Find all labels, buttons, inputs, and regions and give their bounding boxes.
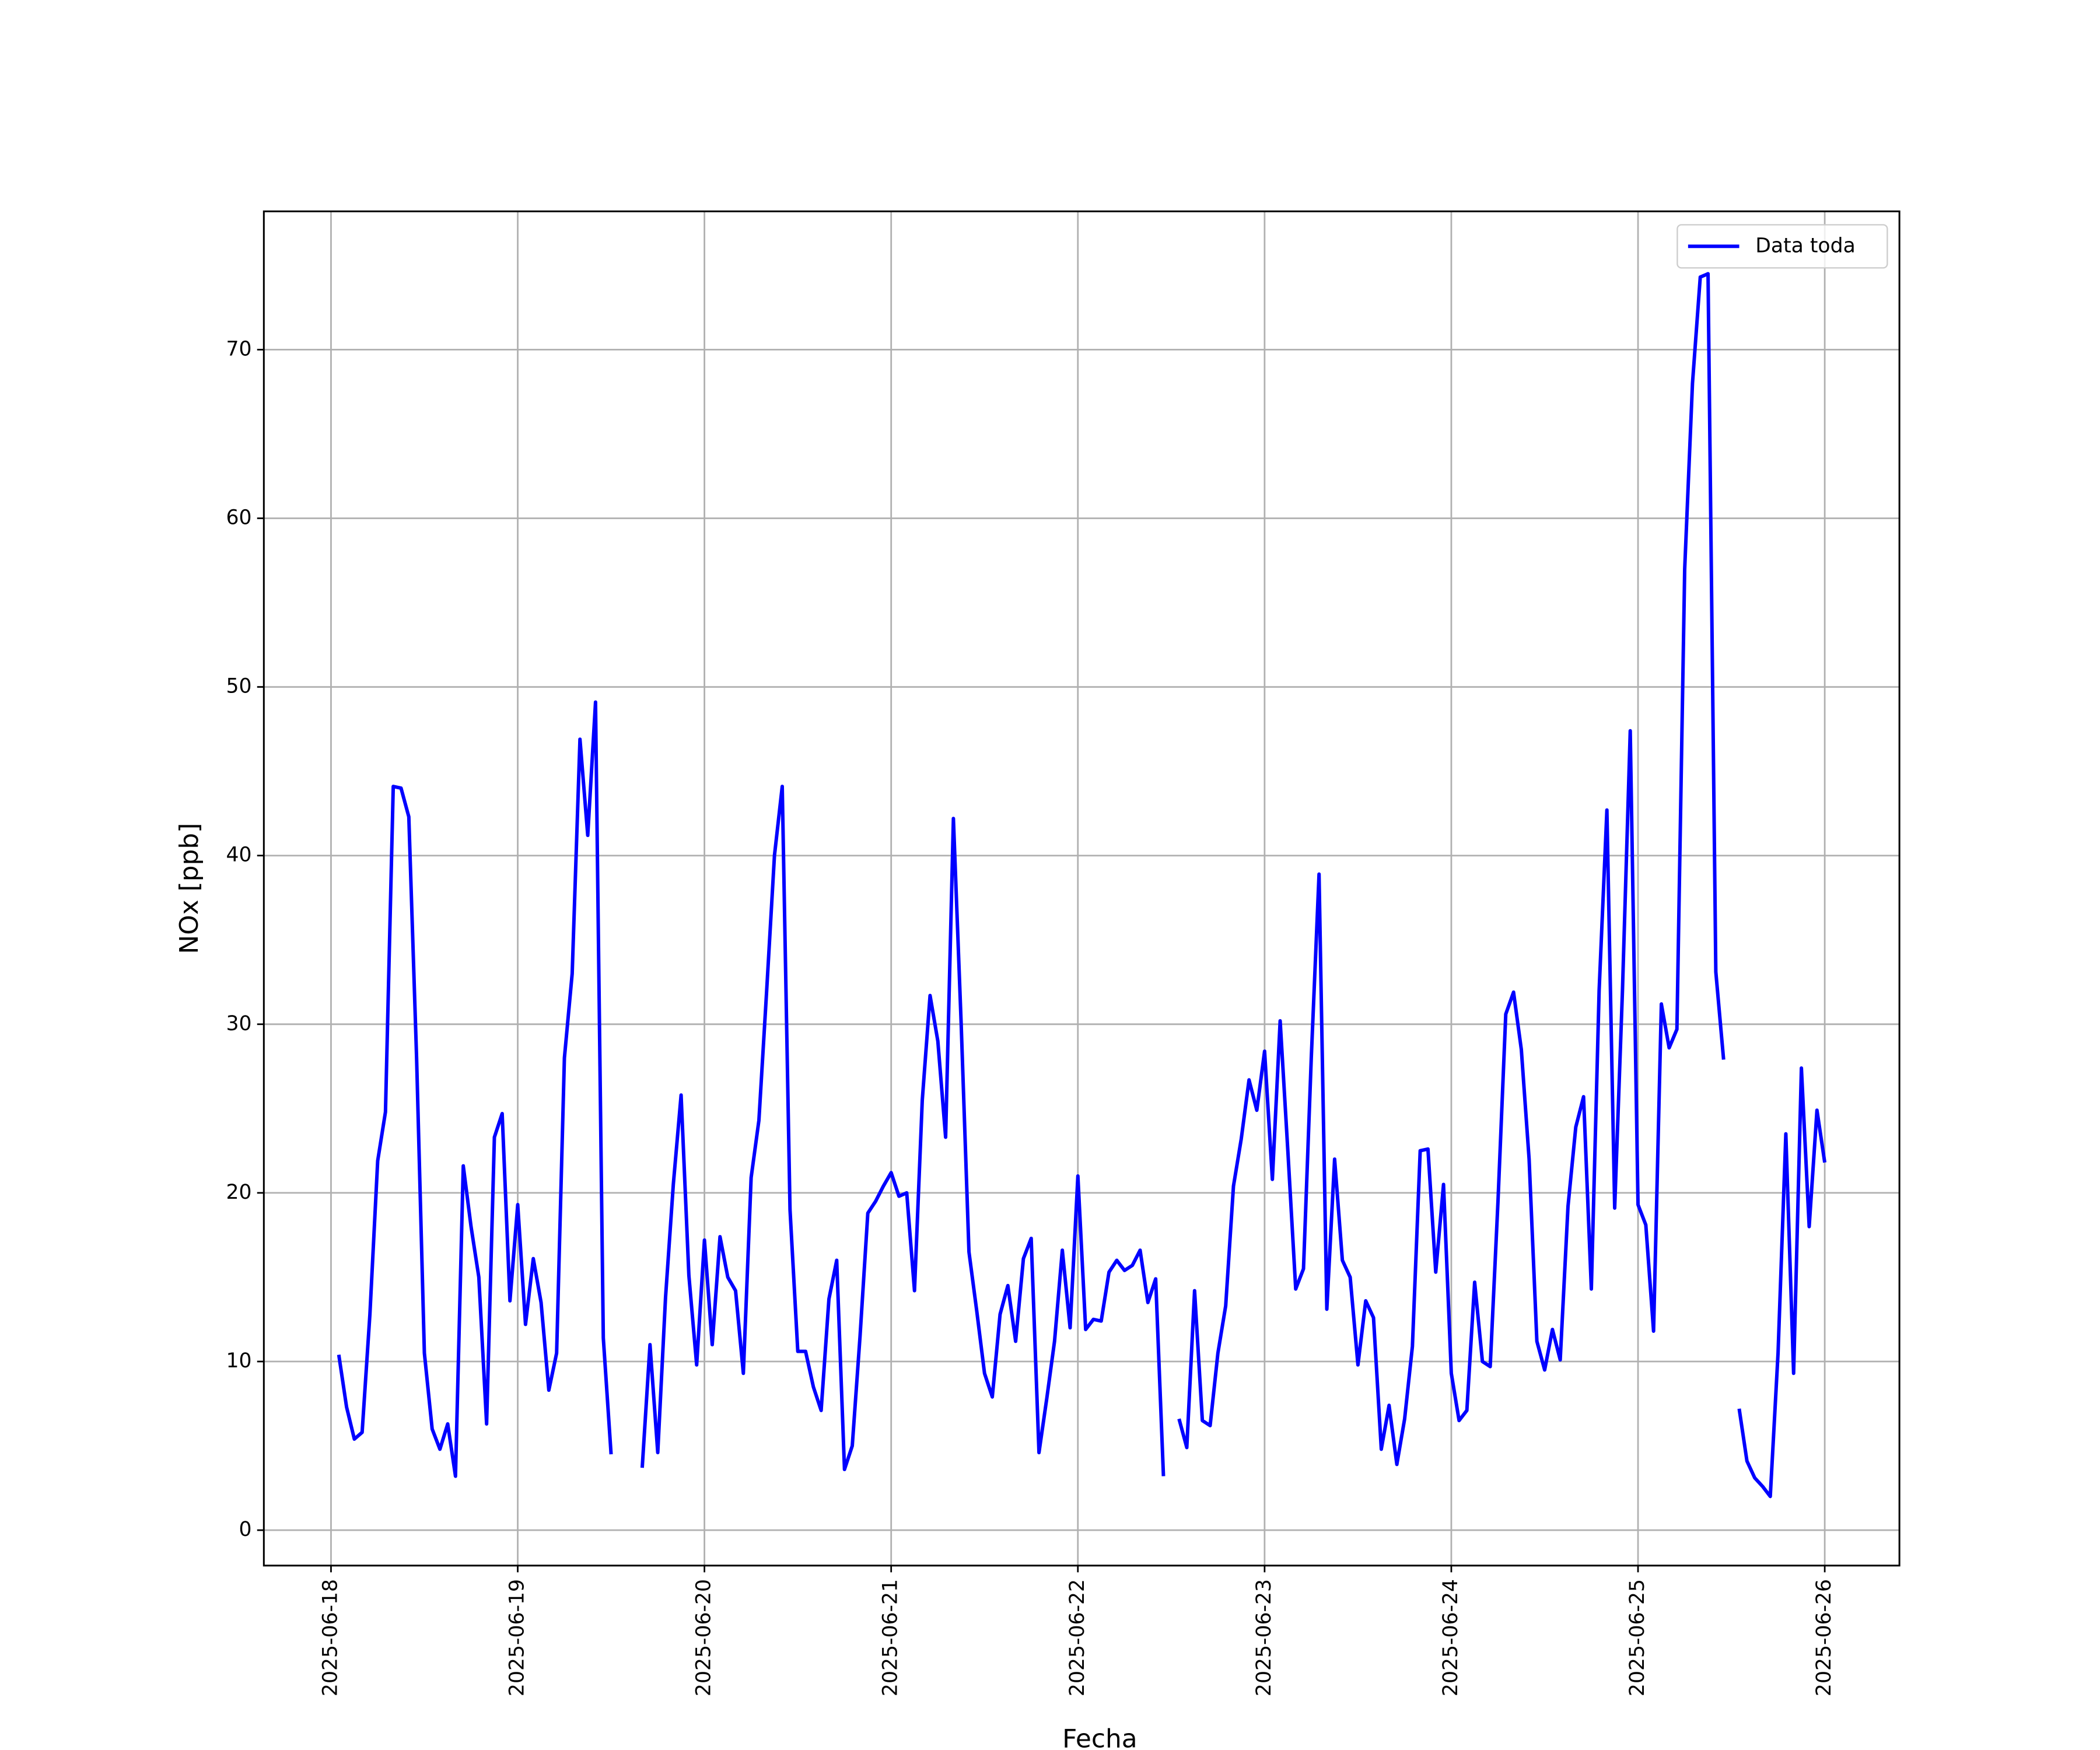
x-tick-label: 2025-06-20 (692, 1579, 716, 1696)
data-line (337, 700, 613, 1478)
x-tick-label: 2025-06-23 (1252, 1579, 1276, 1696)
data-line (1177, 272, 1726, 1466)
y-axis-label: NOx [ppb] (174, 823, 204, 954)
data-line (640, 785, 1166, 1476)
x-tick-label: 2025-06-24 (1439, 1579, 1462, 1696)
legend-label: Data toda (1755, 234, 1856, 257)
plot-frame (262, 210, 1901, 1567)
y-tick-label: 0 (239, 1518, 252, 1541)
x-tick-label: 2025-06-21 (879, 1579, 902, 1696)
data-line (1737, 1066, 1827, 1499)
x-tick-label: 2025-06-26 (1812, 1579, 1836, 1696)
grid (264, 211, 1900, 1566)
y-tick-label: 10 (226, 1349, 251, 1373)
y-tick-label: 40 (226, 844, 251, 867)
y-tick-label: 30 (226, 1012, 251, 1035)
legend-box (1676, 224, 1888, 269)
x-tick-label: 2025-06-18 (318, 1579, 342, 1696)
y-tick-label: 50 (226, 675, 251, 698)
y-tick-label: 70 (226, 337, 251, 360)
legend: Data toda (1676, 224, 1888, 269)
x-tick-label: 2025-06-22 (1066, 1579, 1089, 1696)
y-tick-label: 20 (226, 1181, 251, 1204)
y-tick-label: 60 (226, 506, 251, 529)
x-axis-label: Fecha (1062, 1724, 1138, 1750)
x-tick-label: 2025-06-19 (506, 1579, 529, 1696)
x-tick-label: 2025-06-25 (1626, 1579, 1649, 1696)
